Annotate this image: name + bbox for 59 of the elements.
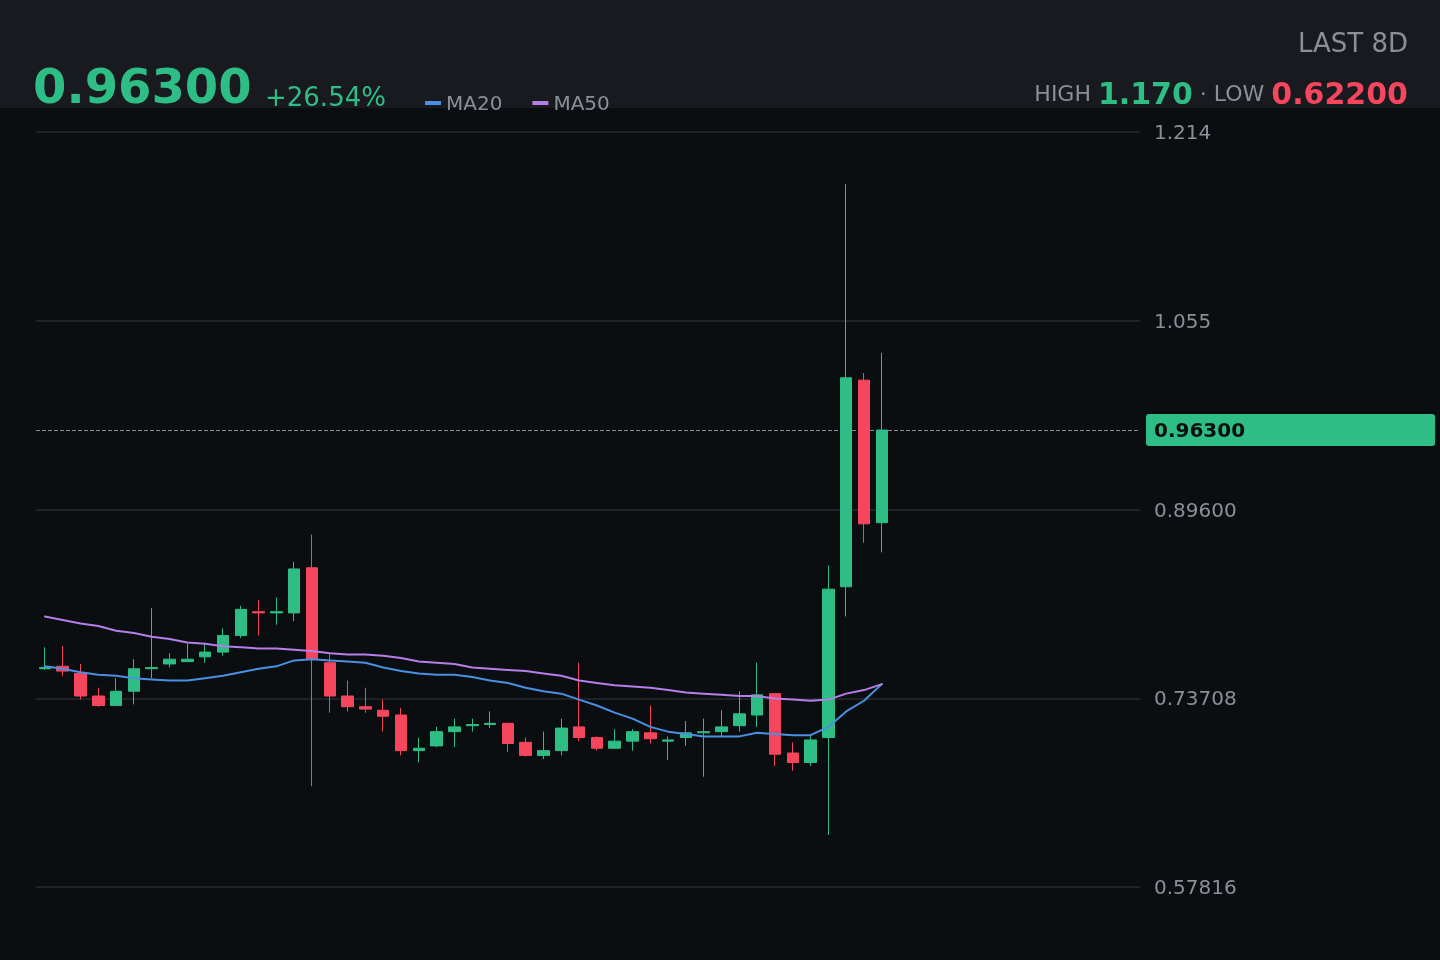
- candlestick: [822, 564, 835, 836]
- y-tick-label: 1.055: [1154, 308, 1212, 333]
- candlestick: [573, 662, 585, 742]
- candlestick: [804, 735, 817, 767]
- candlestick: [395, 707, 407, 756]
- candlestick: [733, 690, 746, 733]
- y-tick-label: 0.89600: [1154, 497, 1237, 522]
- candlestick: [74, 663, 87, 701]
- y-tick-label: 1.214: [1154, 120, 1212, 144]
- candlestick: [502, 722, 514, 753]
- candlestick: [235, 605, 247, 639]
- candlestick: [39, 646, 51, 671]
- candlestick: [324, 653, 336, 714]
- candlestick: [555, 718, 568, 756]
- candlestick: [252, 599, 265, 636]
- candlestick: [270, 596, 283, 626]
- candlestick: [608, 728, 621, 749]
- candlestick: [163, 652, 176, 669]
- text: LAST 8D: [1297, 28, 1409, 58]
- candlestick: [377, 699, 389, 733]
- text: HIGH 1.170 · LOW 0.62200: [1034, 75, 1408, 111]
- ref-line-label: 0.96300: [1154, 418, 1246, 443]
- legend-label: MA20: [446, 91, 503, 115]
- line-series: [43, 658, 883, 738]
- candlestick: [484, 710, 496, 729]
- candlestick: [413, 737, 425, 764]
- candlestick: [662, 735, 674, 761]
- candlestick: [591, 735, 603, 752]
- candlestick: [199, 643, 211, 664]
- candlestick: [876, 352, 888, 553]
- legend-label: MA50: [553, 91, 610, 115]
- candlestick: [145, 607, 158, 679]
- candlestick: [181, 643, 194, 663]
- candlestick: [341, 680, 354, 712]
- y-tick-label: 0.73708: [1154, 686, 1237, 711]
- candlestick: [466, 718, 479, 733]
- line-series: [43, 615, 883, 702]
- candlestick: [288, 561, 300, 622]
- candlestick: [715, 709, 728, 737]
- candlestick: [697, 718, 710, 778]
- candlestick: [537, 731, 550, 760]
- candlestick: [787, 741, 799, 772]
- candlestick: [128, 658, 140, 705]
- candlestick: [769, 693, 781, 767]
- text: 0.96300: [33, 58, 252, 114]
- candlestick: [519, 737, 532, 758]
- candlestick: [448, 718, 461, 748]
- candlestick: [840, 183, 852, 617]
- text: +26.54%: [265, 82, 386, 112]
- candlestick: [858, 372, 870, 544]
- candlestick: [430, 726, 443, 748]
- candlestick: [110, 677, 122, 707]
- candlestick: [306, 534, 318, 787]
- candlestick: [92, 687, 105, 708]
- candlestick: [644, 705, 657, 745]
- candlestick: [626, 728, 639, 752]
- candlestick: [751, 662, 763, 728]
- candlestick: [359, 687, 372, 714]
- y-tick-label: 0.57816: [1154, 875, 1237, 899]
